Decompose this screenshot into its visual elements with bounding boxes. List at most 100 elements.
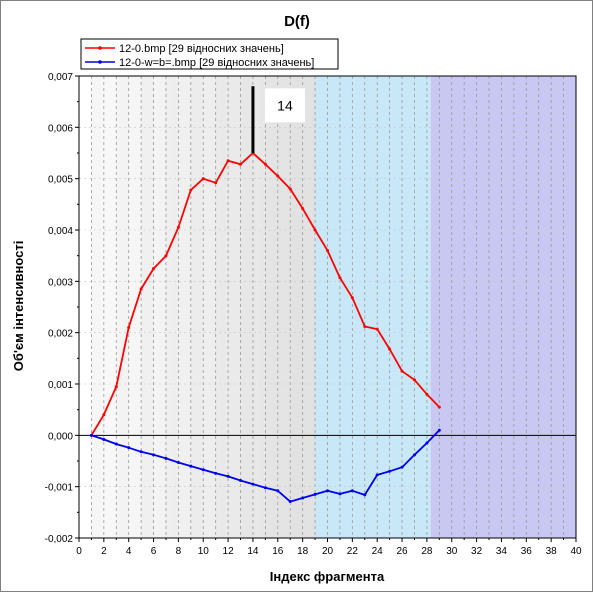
series-1-point xyxy=(189,188,193,192)
series-2-point xyxy=(102,437,106,441)
region-stripe xyxy=(178,76,191,538)
x-tick-label: 28 xyxy=(421,546,433,557)
series-2-point xyxy=(350,489,354,493)
y-tick-label: 0,007 xyxy=(48,72,73,83)
region-stripe xyxy=(252,76,266,538)
marker-label: 14 xyxy=(277,97,293,113)
series-1-point xyxy=(127,326,131,330)
y-tick-label: 0,001 xyxy=(48,380,73,391)
y-tick-label: -0,002 xyxy=(45,534,74,545)
series-1-point xyxy=(201,177,205,181)
series-1-point xyxy=(350,296,354,300)
series-1-point xyxy=(102,413,106,417)
series-2-point xyxy=(412,453,416,457)
series-1-point xyxy=(425,392,429,396)
x-tick-label: 20 xyxy=(322,546,334,557)
x-axis-title: Індекс фрагмента xyxy=(270,569,385,584)
series-2-point xyxy=(363,493,367,497)
series-1-point xyxy=(276,174,280,178)
series-1-point xyxy=(412,378,416,382)
region-stripe xyxy=(165,76,179,538)
series-2-point xyxy=(214,471,218,475)
x-tick-label: 26 xyxy=(396,546,408,557)
x-tick-label: 30 xyxy=(446,546,458,557)
region-stripe xyxy=(215,76,229,538)
series-2-point xyxy=(89,433,93,437)
legend: 12-0.bmp [29 відносних значень] 12-0-w=b… xyxy=(80,38,339,70)
region-stripe xyxy=(203,76,216,538)
series-1-point xyxy=(226,159,230,163)
series-2-point xyxy=(201,468,205,472)
series-2-point xyxy=(152,453,156,457)
x-tick-label: 2 xyxy=(101,546,107,557)
series-2-point xyxy=(114,442,118,446)
region-stripe xyxy=(290,76,303,538)
y-tick-label: 0,003 xyxy=(48,277,73,288)
series-1-point xyxy=(301,206,305,210)
series-1-point xyxy=(338,276,342,280)
region-band-2 xyxy=(315,76,431,538)
series-2-point xyxy=(338,492,342,496)
series-2-point xyxy=(276,489,280,493)
series-2-point xyxy=(189,464,193,468)
series-2-point xyxy=(139,450,143,454)
series-1-point xyxy=(114,385,118,389)
x-tick-label: 12 xyxy=(223,546,235,557)
series-1-point xyxy=(152,267,156,270)
series-1-point xyxy=(375,327,379,331)
x-tick-label: 36 xyxy=(521,546,533,557)
x-tick-label: 16 xyxy=(272,546,284,557)
y-tick-label: 0,005 xyxy=(48,175,73,186)
y-axis-title: Об'єм інтенсивності xyxy=(11,241,26,372)
series-1-point xyxy=(363,325,367,329)
legend-label-series-1: 12-0.bmp [29 відносних значень] xyxy=(119,43,284,55)
x-tick-label: 18 xyxy=(297,546,309,557)
chart-title: D(f) xyxy=(284,13,310,30)
series-2-point xyxy=(176,461,180,465)
series-2-point xyxy=(288,500,292,504)
y-tick-label: 0,006 xyxy=(48,123,73,134)
legend-label-series-2: 12-0-w=b=.bmp [29 відносних значень] xyxy=(119,57,314,69)
series-1-point xyxy=(164,254,168,258)
legend-marker-series-2 xyxy=(98,60,102,64)
x-tick-label: 14 xyxy=(247,546,259,557)
region-stripe xyxy=(228,76,241,538)
region-stripe xyxy=(277,76,291,538)
x-tick-label: 40 xyxy=(570,546,582,557)
region-band-3 xyxy=(430,76,576,538)
series-2-point xyxy=(226,474,230,478)
legend-marker-series-1 xyxy=(98,46,102,50)
y-tick-label: 0,002 xyxy=(48,329,73,340)
series-1-point xyxy=(239,162,243,166)
series-2-point xyxy=(313,492,317,496)
series-2-point xyxy=(400,465,404,469)
legend-box xyxy=(80,38,339,70)
series-2-point xyxy=(326,489,329,493)
x-tick-label: 8 xyxy=(176,546,182,557)
series-2-point xyxy=(437,428,441,432)
x-tick-label: 4 xyxy=(126,546,132,557)
x-tick-label: 0 xyxy=(76,546,82,557)
x-tick-label: 22 xyxy=(347,546,359,557)
y-tick-label: 0,000 xyxy=(48,431,73,442)
series-1-point xyxy=(313,228,317,232)
series-1-point xyxy=(388,347,392,351)
series-2-point xyxy=(164,456,168,460)
region-stripe xyxy=(103,76,117,538)
series-2-point xyxy=(127,446,131,450)
series-2-point xyxy=(251,482,255,486)
x-tick-label: 24 xyxy=(372,546,384,557)
series-1-point xyxy=(214,181,218,185)
region-stripe xyxy=(190,76,204,538)
region-stripe xyxy=(265,76,278,538)
series-2-point xyxy=(301,496,305,500)
region-stripe xyxy=(116,76,129,538)
series-1-point xyxy=(437,405,441,409)
series-2-point xyxy=(263,486,267,490)
region-stripe xyxy=(91,76,104,538)
marker-label-box xyxy=(264,88,305,123)
series-2-point xyxy=(375,473,379,477)
x-tick-label: 34 xyxy=(496,546,508,557)
